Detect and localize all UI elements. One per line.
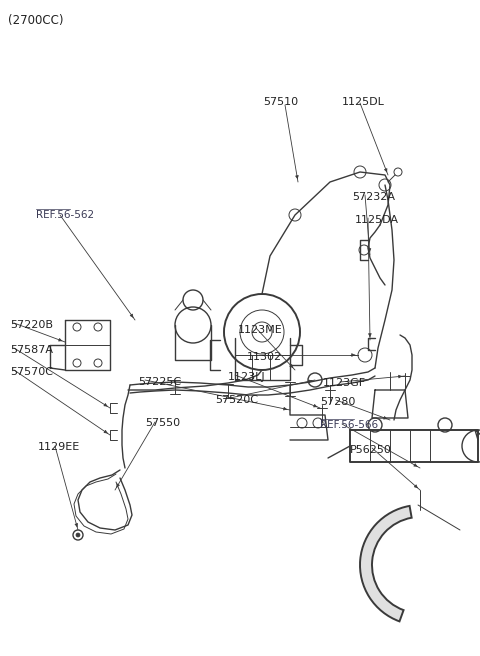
Text: P56250: P56250 bbox=[350, 445, 392, 455]
Wedge shape bbox=[360, 506, 412, 621]
Text: 1125DA: 1125DA bbox=[355, 215, 399, 225]
Text: REF.56-566: REF.56-566 bbox=[320, 420, 378, 430]
Text: 1123GF: 1123GF bbox=[323, 378, 366, 388]
Text: 57280: 57280 bbox=[320, 397, 355, 407]
Text: 57220B: 57220B bbox=[10, 320, 53, 330]
Text: 57550: 57550 bbox=[145, 418, 180, 428]
Text: 1123ME: 1123ME bbox=[238, 325, 283, 335]
Text: 57232A: 57232A bbox=[352, 192, 395, 202]
Text: 57520C: 57520C bbox=[215, 395, 258, 405]
Circle shape bbox=[76, 533, 80, 537]
Text: 57510: 57510 bbox=[263, 97, 298, 107]
Text: REF.56-562: REF.56-562 bbox=[36, 210, 94, 220]
Text: 1125DL: 1125DL bbox=[342, 97, 385, 107]
Text: 11302: 11302 bbox=[247, 352, 282, 362]
Text: 57570C: 57570C bbox=[10, 367, 53, 377]
Text: 1123LJ: 1123LJ bbox=[228, 372, 265, 382]
Text: 57587A: 57587A bbox=[10, 345, 53, 355]
Text: 57225C: 57225C bbox=[138, 377, 181, 387]
Text: (2700CC): (2700CC) bbox=[8, 14, 63, 27]
Text: 1129EE: 1129EE bbox=[38, 442, 80, 452]
